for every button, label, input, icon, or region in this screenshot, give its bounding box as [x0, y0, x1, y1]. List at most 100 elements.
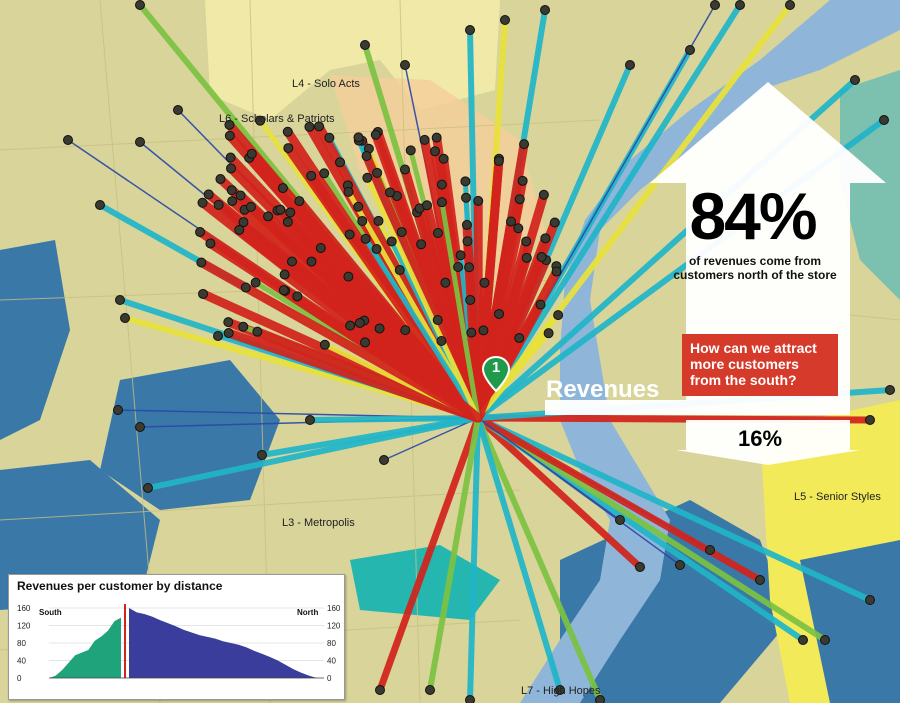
customer-dot[interactable]	[205, 238, 216, 249]
customer-dot[interactable]	[223, 317, 234, 328]
customer-dot[interactable]	[798, 635, 808, 645]
customer-dot[interactable]	[373, 215, 384, 226]
customer-dot[interactable]	[506, 216, 517, 227]
customer-dot[interactable]	[400, 325, 411, 336]
customer-dot[interactable]	[235, 190, 246, 201]
customer-dot[interactable]	[306, 256, 317, 267]
customer-dot[interactable]	[705, 545, 715, 555]
customer-dot[interactable]	[615, 515, 625, 525]
customer-dot[interactable]	[436, 179, 447, 190]
customer-dot[interactable]	[195, 227, 206, 238]
customer-dot[interactable]	[440, 277, 451, 288]
customer-dot[interactable]	[394, 265, 405, 276]
customer-dot[interactable]	[354, 317, 365, 328]
customer-dot[interactable]	[324, 132, 335, 143]
customer-dot[interactable]	[362, 172, 373, 183]
customer-dot[interactable]	[865, 595, 875, 605]
customer-dot[interactable]	[549, 217, 560, 228]
customer-dot[interactable]	[514, 194, 525, 205]
customer-dot[interactable]	[785, 0, 795, 10]
customer-dot[interactable]	[223, 328, 234, 339]
customer-dot[interactable]	[478, 325, 489, 336]
customer-dot[interactable]	[252, 326, 263, 337]
customer-dot[interactable]	[453, 262, 464, 273]
customer-dot[interactable]	[213, 330, 224, 341]
customer-dot[interactable]	[521, 236, 532, 247]
customer-dot[interactable]	[386, 236, 397, 247]
customer-dot[interactable]	[384, 187, 395, 198]
customer-dot[interactable]	[432, 315, 443, 326]
customer-dot[interactable]	[820, 635, 830, 645]
customer-dot[interactable]	[436, 335, 447, 346]
customer-dot[interactable]	[135, 137, 145, 147]
customer-dot[interactable]	[344, 229, 355, 240]
customer-dot[interactable]	[517, 175, 528, 186]
customer-dot[interactable]	[519, 139, 530, 150]
customer-dot[interactable]	[479, 277, 490, 288]
customer-dot[interactable]	[419, 134, 430, 145]
customer-dot[interactable]	[360, 337, 371, 348]
store-marker[interactable]: 1	[481, 355, 511, 393]
customer-dot[interactable]	[460, 176, 471, 187]
customer-dot[interactable]	[685, 45, 695, 55]
customer-dot[interactable]	[282, 216, 293, 227]
customer-dot[interactable]	[343, 271, 354, 282]
customer-dot[interactable]	[455, 250, 466, 261]
customer-dot[interactable]	[345, 320, 356, 331]
customer-dot[interactable]	[536, 251, 547, 262]
customer-dot[interactable]	[63, 135, 73, 145]
customer-dot[interactable]	[421, 200, 432, 211]
customer-dot[interactable]	[282, 126, 293, 137]
customer-dot[interactable]	[227, 196, 238, 207]
customer-dot[interactable]	[278, 285, 289, 296]
customer-dot[interactable]	[226, 185, 237, 196]
customer-dot[interactable]	[466, 327, 477, 338]
customer-dot[interactable]	[213, 199, 224, 210]
customer-dot[interactable]	[465, 695, 475, 703]
customer-dot[interactable]	[396, 227, 407, 238]
customer-dot[interactable]	[465, 25, 475, 35]
customer-dot[interactable]	[135, 0, 145, 10]
customer-dot[interactable]	[553, 310, 564, 321]
customer-dot[interactable]	[710, 0, 720, 10]
customer-dot[interactable]	[635, 562, 645, 572]
customer-dot[interactable]	[343, 186, 354, 197]
customer-dot[interactable]	[250, 277, 261, 288]
customer-dot[interactable]	[120, 313, 130, 323]
customer-dot[interactable]	[215, 174, 226, 185]
customer-dot[interactable]	[675, 560, 685, 570]
customer-dot[interactable]	[538, 189, 549, 200]
customer-dot[interactable]	[113, 405, 123, 415]
customer-dot[interactable]	[240, 282, 251, 293]
customer-dot[interactable]	[292, 291, 303, 302]
customer-dot[interactable]	[198, 288, 209, 299]
customer-dot[interactable]	[521, 252, 532, 263]
customer-dot[interactable]	[224, 119, 235, 130]
customer-dot[interactable]	[535, 299, 546, 310]
customer-dot[interactable]	[416, 239, 427, 250]
customer-dot[interactable]	[595, 695, 605, 703]
customer-dot[interactable]	[375, 685, 385, 695]
customer-dot[interactable]	[95, 200, 105, 210]
customer-dot[interactable]	[735, 0, 745, 10]
customer-dot[interactable]	[263, 211, 274, 222]
customer-dot[interactable]	[850, 75, 860, 85]
customer-dot[interactable]	[234, 224, 245, 235]
customer-dot[interactable]	[464, 262, 475, 273]
customer-dot[interactable]	[551, 266, 562, 277]
customer-dot[interactable]	[432, 228, 443, 239]
customer-dot[interactable]	[372, 167, 383, 178]
customer-dot[interactable]	[625, 60, 635, 70]
customer-dot[interactable]	[319, 168, 330, 179]
customer-dot[interactable]	[461, 219, 472, 230]
customer-dot[interactable]	[462, 236, 473, 247]
customer-dot[interactable]	[224, 130, 235, 141]
customer-dot[interactable]	[294, 196, 305, 207]
customer-dot[interactable]	[203, 189, 214, 200]
customer-dot[interactable]	[370, 129, 381, 140]
customer-dot[interactable]	[493, 156, 504, 167]
customer-dot[interactable]	[173, 105, 183, 115]
customer-dot[interactable]	[285, 207, 296, 218]
customer-dot[interactable]	[555, 685, 565, 695]
